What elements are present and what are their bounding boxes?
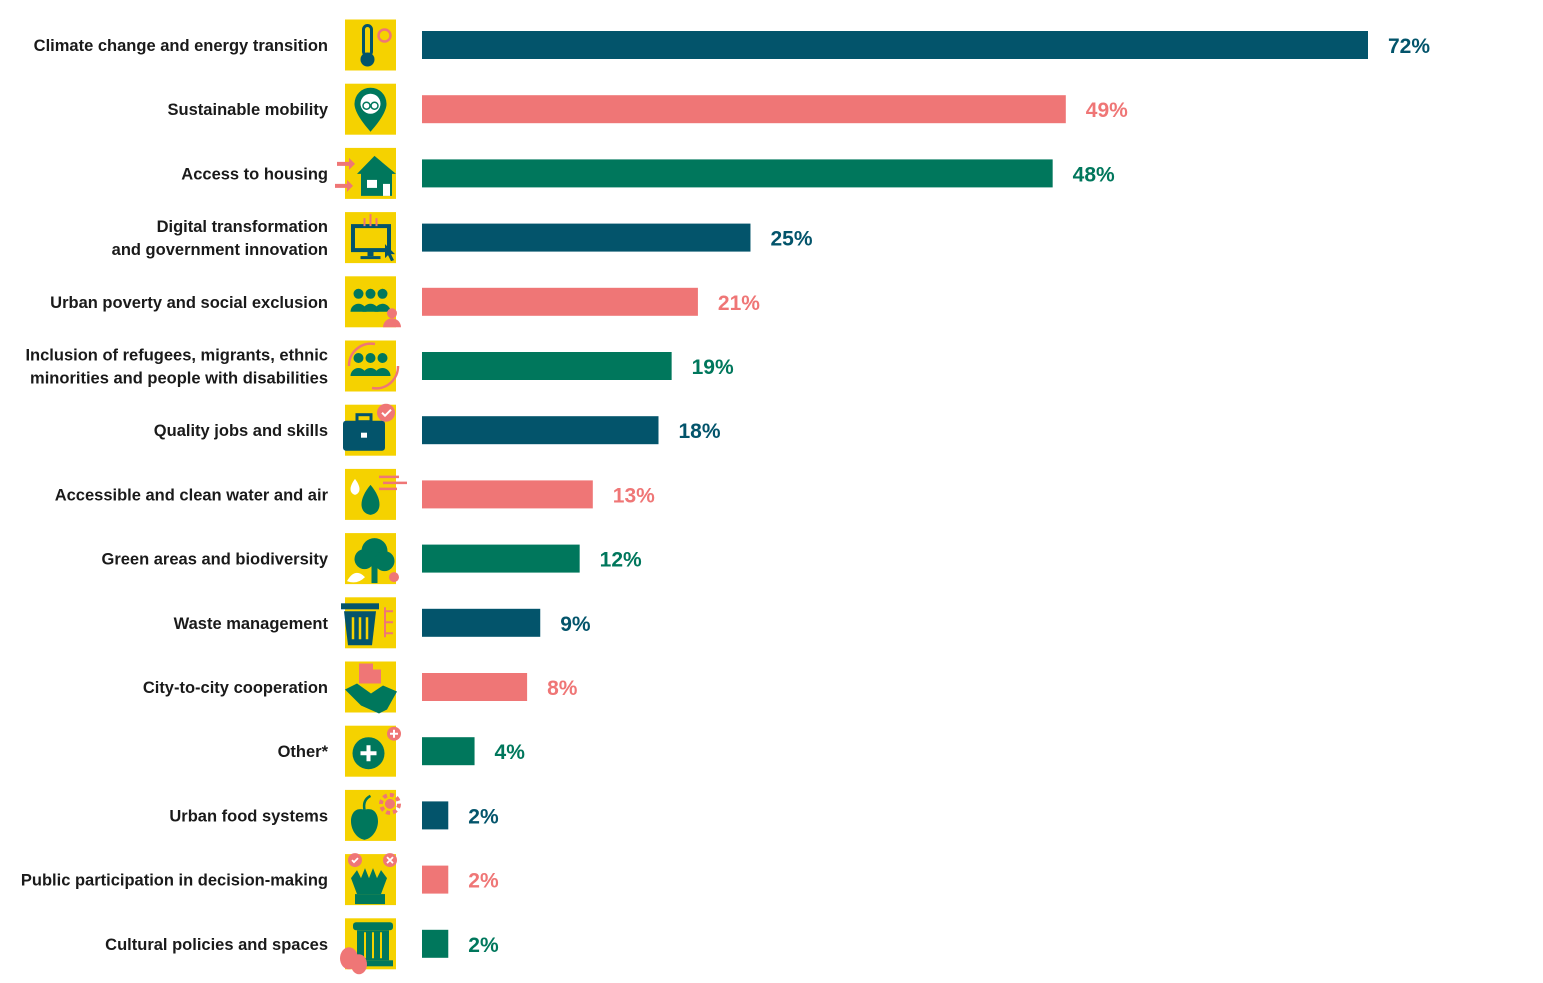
value-label: 2%	[468, 934, 499, 957]
bar	[422, 608, 541, 637]
bar	[422, 159, 1053, 188]
category-label: Waste management	[174, 615, 329, 633]
plus-circle-icon	[345, 725, 401, 777]
water-drop-wind-icon	[345, 468, 407, 520]
category-label: Other*	[278, 743, 329, 761]
category-label: City-to-city cooperation	[143, 679, 328, 697]
briefcase-check-icon	[343, 403, 396, 456]
value-label: 13%	[613, 484, 655, 507]
value-label: 18%	[679, 420, 721, 443]
category-label: Accessible and clean water and air	[55, 486, 329, 504]
column-theatre-masks-icon	[340, 918, 396, 975]
bar	[422, 480, 593, 509]
bar	[422, 801, 449, 830]
value-label: 8%	[547, 677, 578, 700]
category-label: Sustainable mobility	[168, 101, 329, 119]
bar	[422, 31, 1368, 59]
thermometer-sun-icon	[345, 19, 396, 71]
bar	[422, 544, 580, 573]
category-label: Access to housing	[181, 165, 328, 183]
category-label: Climate change and energy transition	[34, 37, 328, 55]
house-arrows-icon	[335, 147, 396, 199]
value-label: 4%	[495, 741, 526, 764]
category-label: Cultural policies and spaces	[105, 936, 328, 954]
bar	[422, 95, 1066, 124]
category-label: Quality jobs and skills	[154, 422, 328, 440]
people-group-icon	[345, 276, 401, 328]
category-label: Digital transformation and government inn…	[112, 218, 328, 259]
bar	[422, 737, 475, 766]
bar	[422, 287, 698, 316]
bar	[422, 416, 659, 445]
map-pin-bicycle-icon	[345, 83, 396, 135]
value-label: 2%	[468, 870, 499, 893]
bar	[422, 223, 751, 252]
bar	[422, 352, 672, 380]
value-label: 21%	[718, 292, 760, 315]
category-label: Urban poverty and social exclusion	[50, 294, 328, 312]
category-label: Urban food systems	[169, 807, 328, 825]
value-label: 72%	[1388, 35, 1430, 58]
value-label: 12%	[600, 549, 642, 572]
value-label: 2%	[468, 805, 499, 828]
monitor-cursor-icon	[345, 212, 396, 264]
raised-hands-vote-icon	[345, 853, 397, 906]
value-label: 25%	[770, 228, 812, 251]
category-label: Green areas and biodiversity	[101, 551, 328, 569]
value-label: 49%	[1086, 99, 1128, 122]
people-cycle-arrows-icon	[345, 340, 400, 392]
category-label: Inclusion of refugees, migrants, ethnic m…	[25, 347, 328, 388]
bar	[422, 865, 449, 894]
bar	[422, 929, 449, 958]
handshake-building-icon	[345, 661, 397, 714]
bar	[422, 673, 528, 701]
category-label: Public participation in decision-making	[21, 872, 328, 890]
value-label: 9%	[560, 613, 591, 636]
tree-leaf-icon	[345, 533, 399, 585]
value-label: 19%	[692, 356, 734, 379]
trash-bin-icon	[341, 597, 396, 649]
apple-gear-icon	[345, 789, 401, 841]
value-label: 48%	[1073, 163, 1115, 186]
